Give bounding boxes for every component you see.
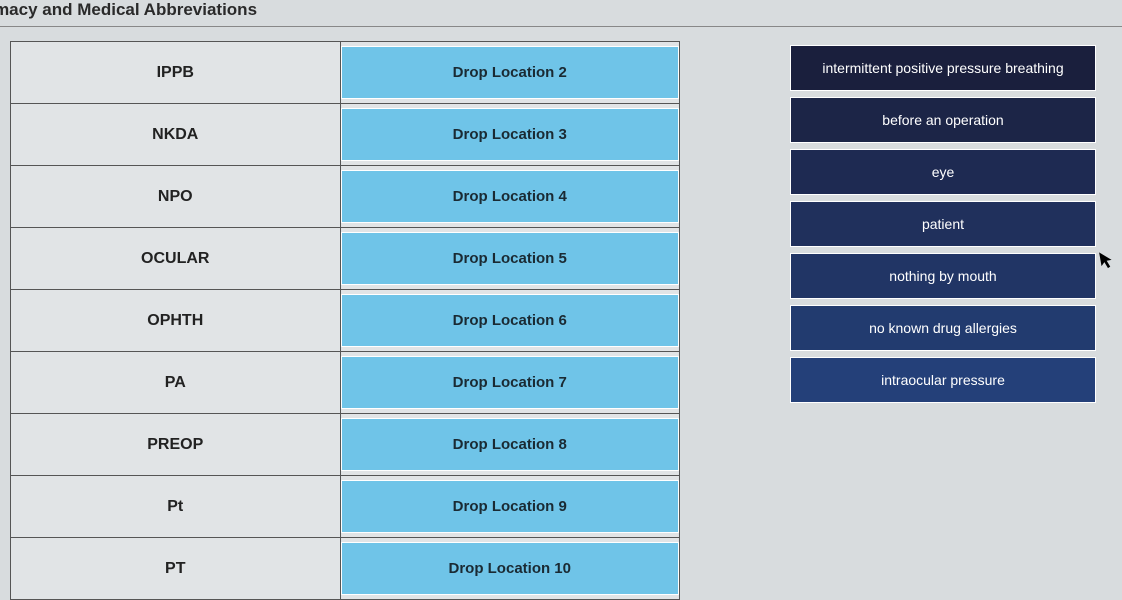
table-row: PtDrop Location 9 xyxy=(11,476,680,538)
drop-cell: Drop Location 6 xyxy=(340,290,680,352)
abbreviation-cell: Pt xyxy=(11,476,341,538)
match-table: IPPBDrop Location 2NKDADrop Location 3NP… xyxy=(10,41,680,600)
drop-zone[interactable]: Drop Location 9 xyxy=(341,480,680,533)
drop-zone[interactable]: Drop Location 10 xyxy=(341,542,680,595)
drop-zone[interactable]: Drop Location 7 xyxy=(341,356,680,409)
answer-bank: intermittent positive pressure breathing… xyxy=(790,45,1096,600)
table-row: OCULARDrop Location 5 xyxy=(11,228,680,290)
drop-zone[interactable]: Drop Location 6 xyxy=(341,294,680,347)
table-row: NKDADrop Location 3 xyxy=(11,104,680,166)
drop-cell: Drop Location 4 xyxy=(340,166,680,228)
table-row: PREOPDrop Location 8 xyxy=(11,414,680,476)
drop-cell: Drop Location 9 xyxy=(340,476,680,538)
abbreviation-cell: IPPB xyxy=(11,42,341,104)
table-row: PTDrop Location 10 xyxy=(11,538,680,600)
drop-zone[interactable]: Drop Location 4 xyxy=(341,170,680,223)
answer-item[interactable]: patient xyxy=(790,201,1096,247)
exercise-area: IPPBDrop Location 2NKDADrop Location 3NP… xyxy=(0,27,1122,600)
drop-cell: Drop Location 7 xyxy=(340,352,680,414)
drop-zone[interactable]: Drop Location 3 xyxy=(341,108,680,161)
abbreviation-cell: PT xyxy=(11,538,341,600)
answer-item[interactable]: nothing by mouth xyxy=(790,253,1096,299)
abbreviation-cell: NKDA xyxy=(11,104,341,166)
drop-zone[interactable]: Drop Location 8 xyxy=(341,418,680,471)
drop-zone[interactable]: Drop Location 5 xyxy=(341,232,680,285)
table-row: NPODrop Location 4 xyxy=(11,166,680,228)
answer-item[interactable]: eye xyxy=(790,149,1096,195)
abbreviation-cell: PA xyxy=(11,352,341,414)
abbreviation-cell: NPO xyxy=(11,166,341,228)
answer-item[interactable]: before an operation xyxy=(790,97,1096,143)
drop-cell: Drop Location 3 xyxy=(340,104,680,166)
abbreviation-cell: PREOP xyxy=(11,414,341,476)
drop-cell: Drop Location 2 xyxy=(340,42,680,104)
drop-cell: Drop Location 5 xyxy=(340,228,680,290)
drop-cell: Drop Location 10 xyxy=(340,538,680,600)
answer-item[interactable]: intraocular pressure xyxy=(790,357,1096,403)
abbreviation-cell: OPHTH xyxy=(11,290,341,352)
answer-item[interactable]: intermittent positive pressure breathing xyxy=(790,45,1096,91)
drop-zone[interactable]: Drop Location 2 xyxy=(341,46,680,99)
answer-item[interactable]: no known drug allergies xyxy=(790,305,1096,351)
table-row: OPHTHDrop Location 6 xyxy=(11,290,680,352)
page-title: armacy and Medical Abbreviations xyxy=(0,0,1122,27)
drop-cell: Drop Location 8 xyxy=(340,414,680,476)
table-row: PADrop Location 7 xyxy=(11,352,680,414)
abbreviation-cell: OCULAR xyxy=(11,228,341,290)
table-row: IPPBDrop Location 2 xyxy=(11,42,680,104)
